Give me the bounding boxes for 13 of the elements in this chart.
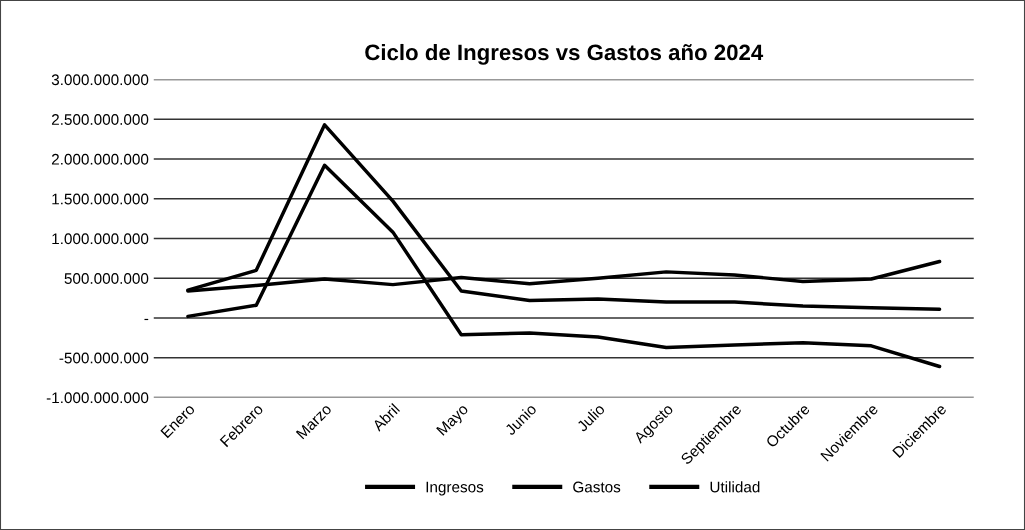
y-tick-label: 500.000.000 bbox=[64, 273, 149, 284]
y-tick-label: 2.000.000.000 bbox=[51, 153, 149, 165]
y-tick-label: - bbox=[144, 318, 149, 321]
legend-label: Utilidad bbox=[710, 481, 760, 493]
legend-label: Ingresos bbox=[426, 481, 484, 496]
y-tick-label: -500.000.000 bbox=[59, 352, 149, 364]
chart-title: Ciclo de Ingresos vs Gastos año 2024 bbox=[365, 43, 764, 65]
y-tick-label: 2.500.000.000 bbox=[51, 114, 149, 125]
y-tick-label: 1.000.000.000 bbox=[52, 233, 149, 245]
y-tick-label: 3.000.000.000 bbox=[51, 74, 149, 86]
y-tick-label: -1.000.000.000 bbox=[46, 392, 149, 404]
y-tick-label: 1.500.000.000 bbox=[52, 193, 149, 205]
legend-label: Gastos bbox=[573, 481, 621, 493]
